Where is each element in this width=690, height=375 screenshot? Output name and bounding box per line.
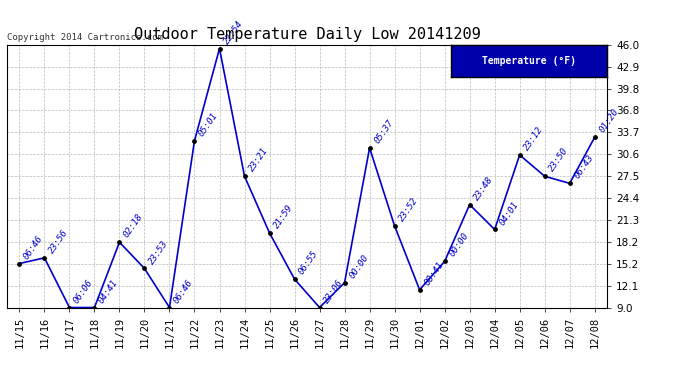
Point: [439, 258, 450, 264]
Text: 04:01: 04:01: [497, 200, 520, 226]
Text: 08:41: 08:41: [422, 260, 445, 287]
Title: Outdoor Temperature Daily Low 20141209: Outdoor Temperature Daily Low 20141209: [134, 27, 480, 42]
Point: [289, 276, 300, 282]
Text: 01:20: 01:20: [598, 107, 620, 135]
Point: [589, 134, 600, 140]
Text: 21:59: 21:59: [273, 203, 295, 230]
Point: [314, 304, 325, 310]
Point: [564, 180, 575, 186]
Point: [164, 304, 175, 310]
Point: [214, 45, 225, 51]
Text: 00:00: 00:00: [347, 253, 370, 280]
Point: [239, 173, 250, 179]
Text: 00:00: 00:00: [447, 231, 470, 259]
Point: [489, 226, 500, 232]
Text: 23:06: 23:06: [322, 278, 345, 305]
Text: 23:50: 23:50: [547, 146, 570, 174]
Text: 23:52: 23:52: [397, 196, 420, 223]
Point: [189, 138, 200, 144]
Text: 06:55: 06:55: [297, 249, 320, 276]
Point: [64, 304, 75, 310]
Text: 05:01: 05:01: [197, 111, 220, 138]
Point: [539, 173, 550, 179]
Text: 06:46: 06:46: [22, 234, 45, 261]
Text: 02:18: 02:18: [122, 212, 145, 240]
Text: 22:54: 22:54: [222, 19, 245, 46]
Text: 23:12: 23:12: [522, 125, 545, 152]
Point: [364, 145, 375, 151]
Point: [264, 230, 275, 236]
Text: 23:21: 23:21: [247, 146, 270, 174]
Point: [339, 280, 350, 286]
Point: [14, 261, 25, 267]
Point: [389, 223, 400, 229]
Point: [464, 202, 475, 208]
Text: 04:41: 04:41: [97, 278, 120, 305]
Text: Copyright 2014 Cartronics.com: Copyright 2014 Cartronics.com: [7, 33, 163, 42]
Point: [89, 304, 100, 310]
Text: 06:46: 06:46: [172, 278, 195, 305]
Point: [514, 152, 525, 158]
Point: [114, 239, 125, 245]
Text: 23:56: 23:56: [47, 228, 70, 255]
Text: 05:37: 05:37: [373, 118, 395, 145]
Point: [39, 255, 50, 261]
Text: 23:48: 23:48: [473, 175, 495, 202]
Text: 06:43: 06:43: [573, 153, 595, 181]
Text: 23:53: 23:53: [147, 238, 170, 266]
Point: [139, 266, 150, 272]
Point: [414, 287, 425, 293]
Text: 06:06: 06:06: [72, 278, 95, 305]
